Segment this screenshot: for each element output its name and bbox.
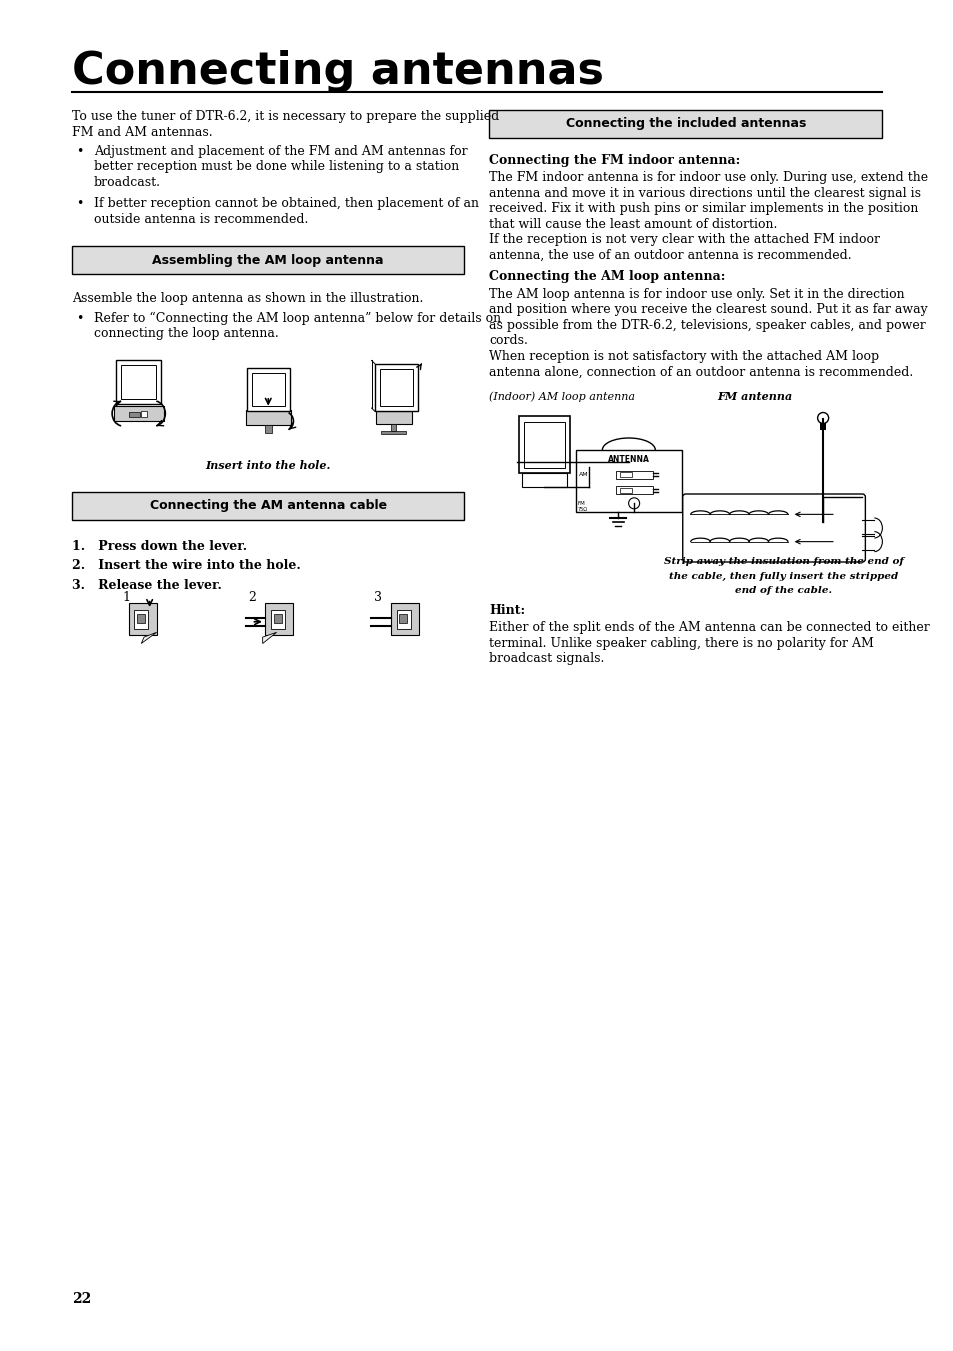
Text: broadcast signals.: broadcast signals. [489, 653, 604, 666]
Bar [252, 373, 285, 407]
Text: 22: 22 [71, 1292, 91, 1306]
Text: Refer to “Connecting the AM loop antenna” below for details on: Refer to “Connecting the AM loop antenna… [94, 312, 500, 326]
Bar [518, 416, 569, 473]
Text: •: • [76, 145, 83, 158]
FancyBboxPatch shape [682, 494, 864, 562]
Bar [113, 405, 164, 422]
Text: The FM indoor antenna is for indoor use only. During use, extend the: The FM indoor antenna is for indoor use … [489, 172, 927, 185]
Text: received. Fix it with push pins or similar implements in the position: received. Fix it with push pins or simil… [489, 203, 918, 216]
Bar [391, 604, 418, 635]
Text: FM and AM antennas.: FM and AM antennas. [71, 126, 213, 139]
Text: (Indoor) AM loop antenna: (Indoor) AM loop antenna [489, 390, 635, 401]
Text: Connecting the AM loop antenna:: Connecting the AM loop antenna: [489, 270, 725, 284]
Text: Assembling the AM loop antenna: Assembling the AM loop antenna [152, 254, 384, 267]
Text: Connecting the FM indoor antenna:: Connecting the FM indoor antenna: [489, 154, 740, 168]
Text: To use the tuner of DTR-6.2, it is necessary to prepare the supplied: To use the tuner of DTR-6.2, it is neces… [71, 109, 498, 123]
Bar [524, 422, 564, 467]
Bar [379, 369, 413, 407]
Bar [391, 424, 395, 431]
Bar [265, 426, 272, 434]
Bar [274, 613, 281, 623]
Polygon shape [141, 632, 156, 643]
Text: Adjustment and placement of the FM and AM antennas for: Adjustment and placement of the FM and A… [94, 145, 467, 158]
Bar [616, 486, 653, 494]
Text: The AM loop antenna is for indoor use only. Set it in the direction: The AM loop antenna is for indoor use on… [489, 288, 904, 301]
Bar [819, 423, 825, 430]
Text: 2: 2 [248, 592, 255, 604]
Bar [619, 488, 631, 493]
Bar [246, 409, 291, 426]
Text: that will cause the least amount of distortion.: that will cause the least amount of dist… [489, 218, 777, 231]
Text: better reception must be done while listening to a station: better reception must be done while list… [94, 161, 458, 173]
Text: If better reception cannot be obtained, then placement of an: If better reception cannot be obtained, … [94, 197, 478, 211]
Text: antenna and move it in various directions until the clearest signal is: antenna and move it in various direction… [489, 186, 921, 200]
Bar [375, 412, 412, 424]
Text: Connecting the AM antenna cable: Connecting the AM antenna cable [150, 500, 386, 512]
Text: If the reception is not very clear with the attached FM indoor: If the reception is not very clear with … [489, 234, 880, 246]
Text: 75Ω: 75Ω [578, 507, 587, 512]
Bar [375, 363, 418, 412]
Text: ANTENNA: ANTENNA [607, 455, 649, 463]
Bar [121, 365, 156, 400]
Bar [134, 609, 148, 630]
Bar [116, 359, 161, 404]
Bar [271, 609, 285, 630]
Text: cords.: cords. [489, 335, 528, 347]
Text: broadcast.: broadcast. [94, 176, 161, 189]
Bar [137, 613, 145, 623]
Text: 2.   Insert the wire into the hole.: 2. Insert the wire into the hole. [71, 559, 300, 573]
Bar [616, 471, 653, 478]
Text: 3.   Release the lever.: 3. Release the lever. [71, 580, 222, 592]
Text: FM antenna: FM antenna [717, 390, 792, 403]
Bar [576, 450, 681, 512]
Bar [129, 604, 156, 635]
Text: connecting the loop antenna.: connecting the loop antenna. [94, 327, 278, 340]
Bar [489, 109, 882, 138]
Bar [141, 411, 147, 417]
Bar [129, 412, 140, 416]
Text: Hint:: Hint: [489, 604, 525, 617]
Text: Connecting antennas: Connecting antennas [71, 50, 603, 93]
Text: and position where you receive the clearest sound. Put it as far away: and position where you receive the clear… [489, 304, 927, 316]
Text: 3: 3 [374, 592, 381, 604]
Bar [71, 246, 464, 274]
Text: When reception is not satisfactory with the attached AM loop: When reception is not satisfactory with … [489, 350, 879, 363]
Bar [396, 609, 410, 630]
Text: 1: 1 [123, 592, 131, 604]
Bar [265, 604, 294, 635]
Text: •: • [76, 312, 83, 326]
Text: antenna, the use of an outdoor antenna is recommended.: antenna, the use of an outdoor antenna i… [489, 249, 851, 262]
Text: Either of the split ends of the AM antenna can be connected to either: Either of the split ends of the AM anten… [489, 621, 929, 635]
Text: 1.   Press down the lever.: 1. Press down the lever. [71, 540, 247, 553]
Text: end of the cable.: end of the cable. [735, 586, 832, 594]
Text: Insert into the hole.: Insert into the hole. [205, 459, 331, 471]
Text: Strip away the insulation from the end of: Strip away the insulation from the end o… [663, 557, 902, 566]
Text: FM: FM [578, 501, 585, 505]
Text: Connecting the included antennas: Connecting the included antennas [565, 118, 805, 131]
Text: as possible from the DTR-6.2, televisions, speaker cables, and power: as possible from the DTR-6.2, television… [489, 319, 925, 332]
Text: Assemble the loop antenna as shown in the illustration.: Assemble the loop antenna as shown in th… [71, 293, 423, 305]
Bar [399, 613, 407, 623]
Text: the cable, then fully insert the stripped: the cable, then fully insert the strippe… [669, 571, 898, 581]
Polygon shape [262, 632, 276, 643]
Bar [246, 367, 290, 412]
Text: antenna alone, connection of an outdoor antenna is recommended.: antenna alone, connection of an outdoor … [489, 366, 913, 378]
Bar [619, 471, 631, 477]
Text: AM: AM [578, 473, 588, 477]
Text: terminal. Unlike speaker cabling, there is no polarity for AM: terminal. Unlike speaker cabling, there … [489, 638, 874, 650]
Bar [71, 492, 464, 520]
Text: outside antenna is recommended.: outside antenna is recommended. [94, 213, 308, 226]
Bar [521, 473, 566, 486]
Text: •: • [76, 197, 83, 211]
Bar [381, 431, 406, 435]
